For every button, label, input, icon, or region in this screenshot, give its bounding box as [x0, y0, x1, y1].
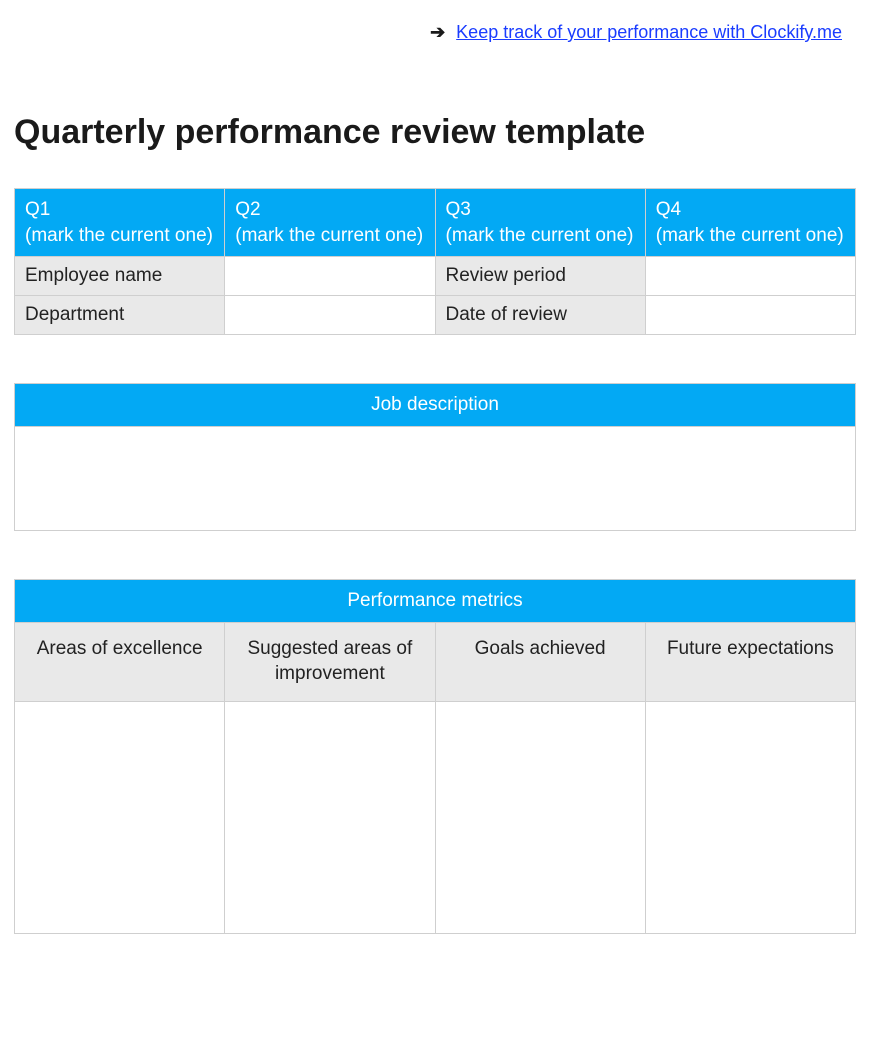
clockify-link[interactable]: Keep track of your performance with Cloc…: [456, 22, 842, 42]
employee-name-value[interactable]: [225, 257, 435, 296]
review-period-label: Review period: [435, 257, 645, 296]
metrics-cell-future-expectations[interactable]: [645, 701, 855, 933]
quarter-note: (mark the current one): [235, 225, 423, 246]
metrics-col-areas-of-excellence: Areas of excellence: [15, 623, 225, 701]
review-period-value[interactable]: [645, 257, 855, 296]
table-row: Employee name Review period: [15, 257, 856, 296]
quarter-note: (mark the current one): [446, 225, 634, 246]
employee-name-label: Employee name: [15, 257, 225, 296]
page-title: Quarterly performance review template: [14, 113, 856, 152]
performance-metrics-table: Performance metrics Areas of excellence …: [14, 579, 856, 933]
quarter-note: (mark the current one): [25, 225, 213, 246]
quarter-header-q4: Q4 (mark the current one): [645, 189, 855, 257]
metrics-cell-goals-achieved[interactable]: [435, 701, 645, 933]
quarter-code: Q1: [25, 199, 50, 220]
performance-metrics-title: Performance metrics: [15, 580, 856, 623]
metrics-col-future-expectations: Future expectations: [645, 623, 855, 701]
quarter-info-table: Q1 (mark the current one) Q2 (mark the c…: [14, 188, 856, 335]
job-description-table: Job description: [14, 383, 856, 531]
arrow-icon: ➔: [430, 22, 445, 43]
top-link-row: ➔ Keep track of your performance with Cl…: [14, 14, 856, 63]
metrics-cell-areas-of-excellence[interactable]: [15, 701, 225, 933]
metrics-col-goals-achieved: Goals achieved: [435, 623, 645, 701]
quarter-header-q3: Q3 (mark the current one): [435, 189, 645, 257]
metrics-col-suggested-improvement: Suggested areas of improvement: [225, 623, 435, 701]
date-of-review-value[interactable]: [645, 296, 855, 335]
quarter-header-q1: Q1 (mark the current one): [15, 189, 225, 257]
quarter-code: Q4: [656, 199, 681, 220]
job-description-body[interactable]: [15, 427, 856, 531]
quarter-header-q2: Q2 (mark the current one): [225, 189, 435, 257]
date-of-review-label: Date of review: [435, 296, 645, 335]
job-description-title: Job description: [15, 384, 856, 427]
table-row: Department Date of review: [15, 296, 856, 335]
quarter-code: Q2: [235, 199, 260, 220]
metrics-cell-suggested-improvement[interactable]: [225, 701, 435, 933]
department-value[interactable]: [225, 296, 435, 335]
quarter-note: (mark the current one): [656, 225, 844, 246]
department-label: Department: [15, 296, 225, 335]
quarter-code: Q3: [446, 199, 471, 220]
